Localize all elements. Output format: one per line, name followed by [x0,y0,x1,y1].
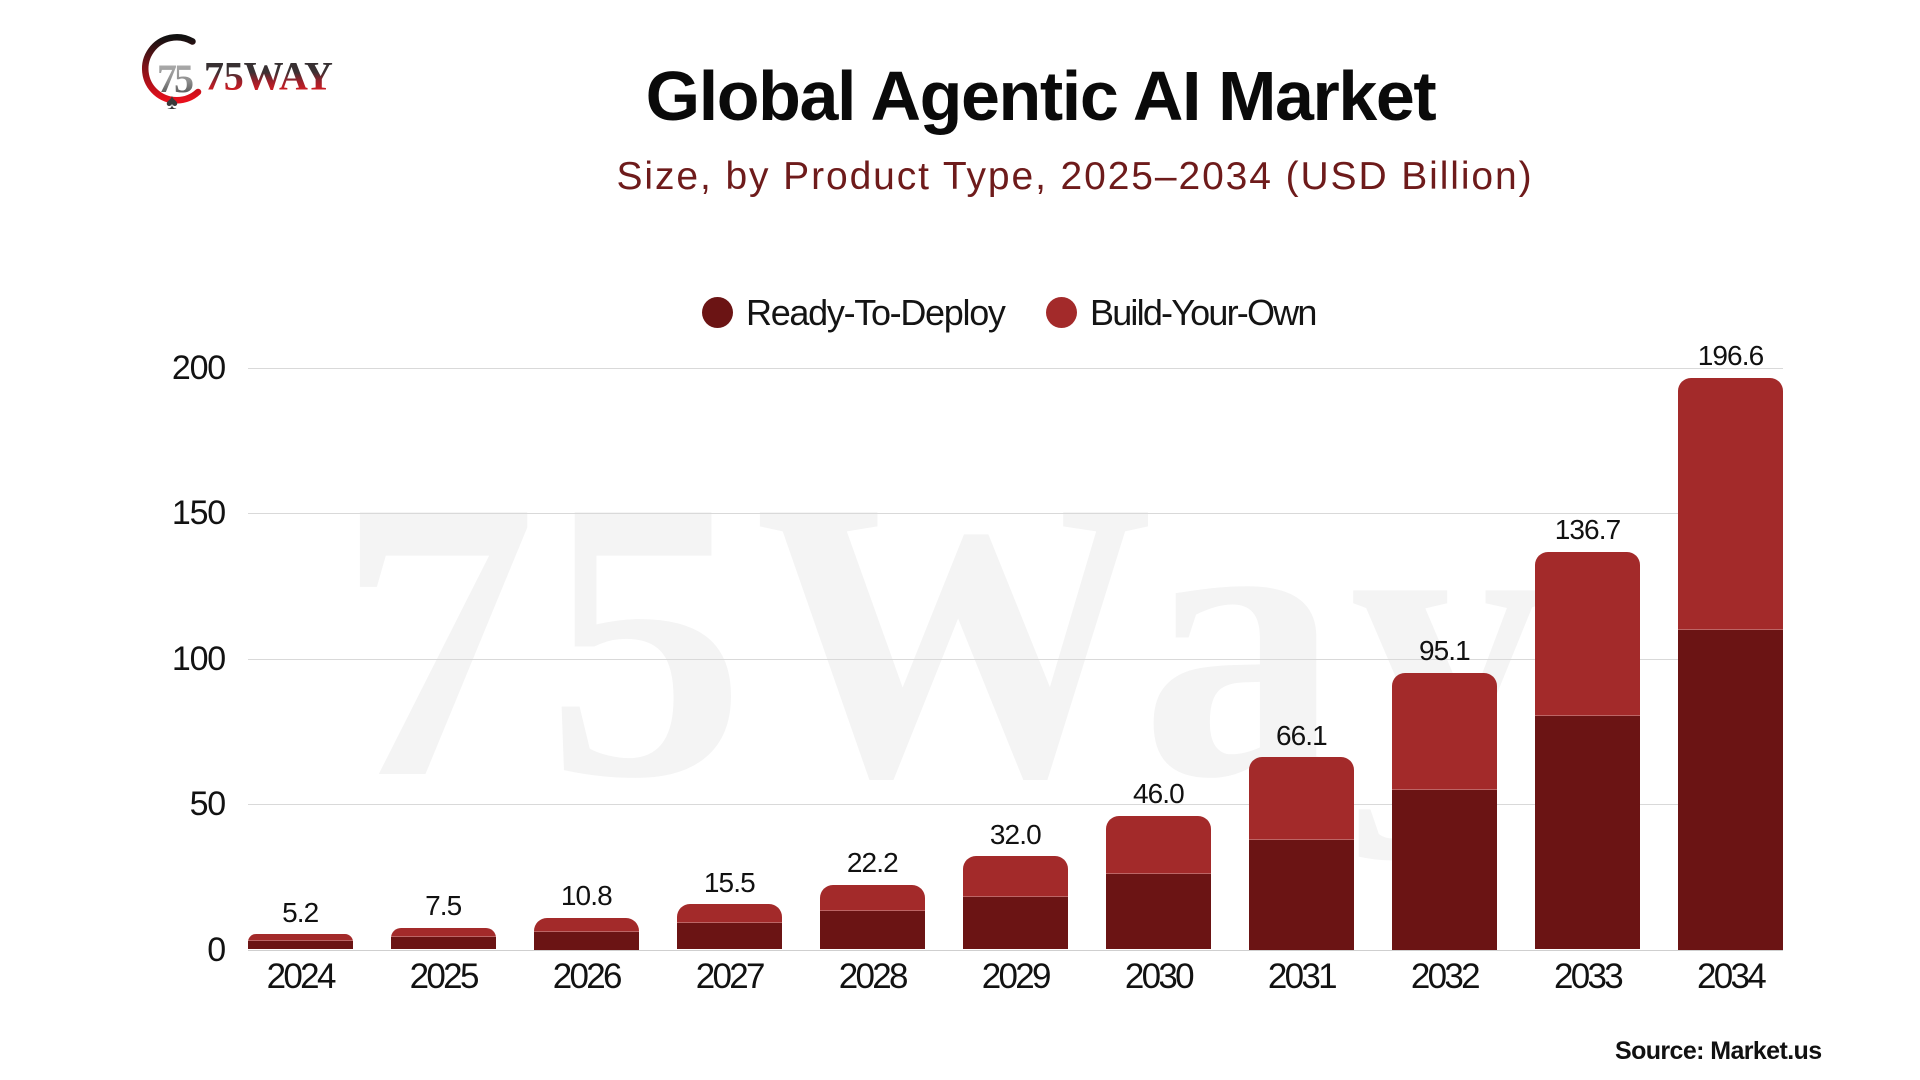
svg-text:75WAY: 75WAY [204,53,333,98]
svg-text:♠: ♠ [166,89,178,114]
svg-text:75: 75 [157,56,193,101]
